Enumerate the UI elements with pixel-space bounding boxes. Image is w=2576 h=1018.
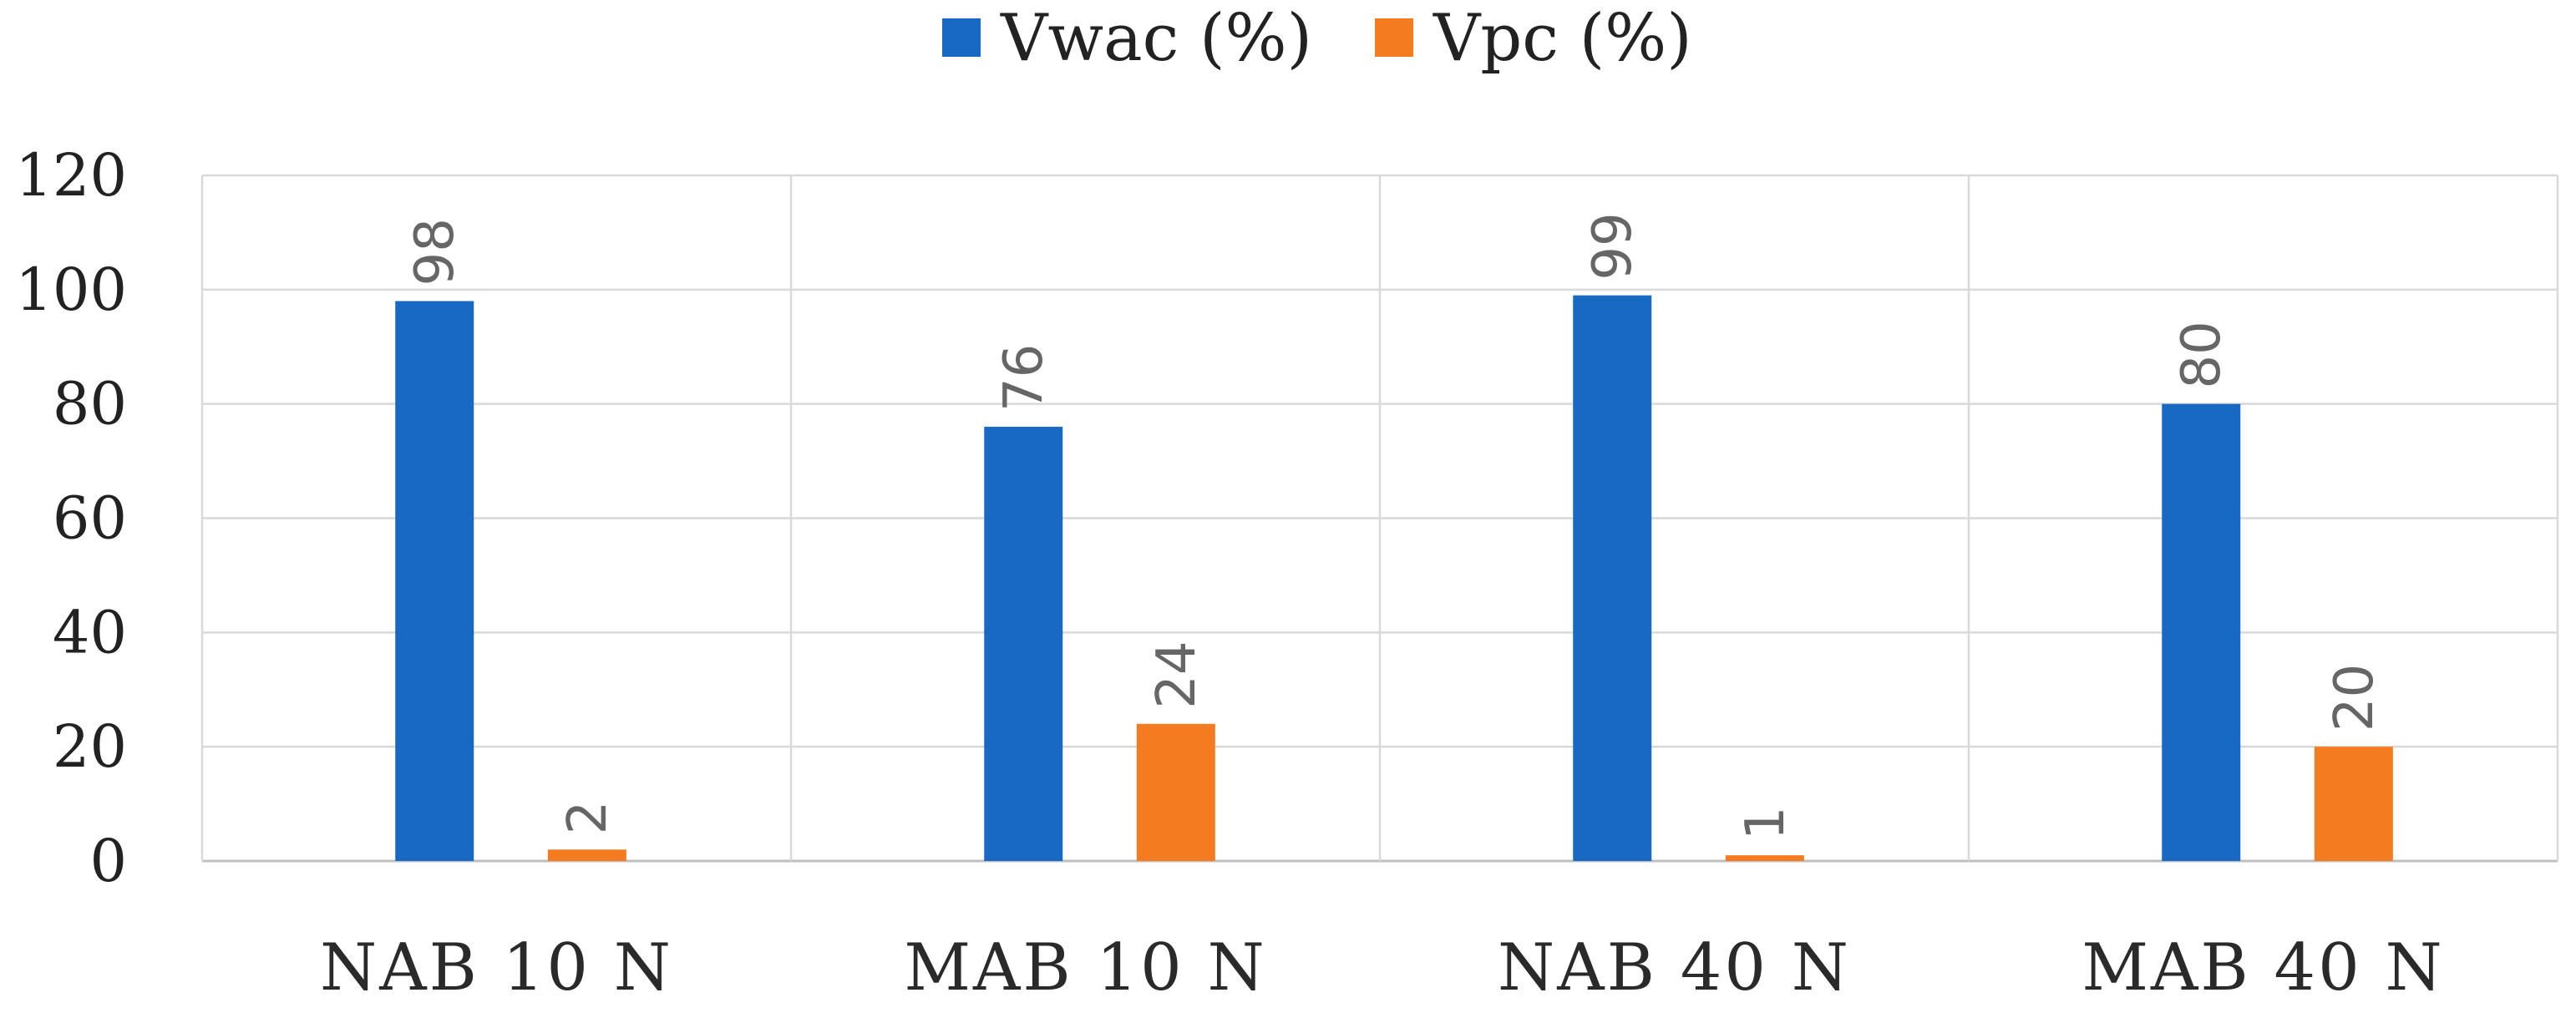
data-label: 80 [2171, 321, 2233, 388]
bar [1573, 295, 1652, 861]
y-tick-label: 60 [53, 484, 127, 553]
legend-label: Vwac (%) [1000, 1, 1312, 76]
y-tick-label: 80 [53, 370, 127, 438]
data-label: 24 [1146, 641, 1208, 708]
y-tick-label: 0 [89, 827, 127, 895]
y-tick-label: 20 [53, 712, 127, 781]
bars [395, 295, 2393, 862]
x-axis: NAB 10 N MAB 10 N NAB 40 N MAB 40 N [320, 930, 2445, 1005]
x-tick-label: MAB 10 N [904, 930, 1267, 1005]
legend-swatch [1375, 18, 1413, 57]
y-axis: 0 20 40 60 80 100 120 [15, 141, 127, 895]
gridlines [200, 174, 2559, 863]
data-label: 1 [1735, 806, 1797, 840]
y-tick-label: 100 [15, 256, 127, 324]
x-tick-label: MAB 40 N [2082, 930, 2445, 1005]
x-tick-label: NAB 40 N [1498, 930, 1851, 1005]
data-label: 98 [404, 218, 466, 286]
y-tick-label: 40 [53, 598, 127, 666]
data-label: 76 [993, 344, 1055, 412]
bar [1725, 855, 1804, 861]
legend-label: Vpc (%) [1433, 1, 1692, 76]
bar [1136, 723, 1215, 861]
y-tick-label: 120 [15, 141, 127, 210]
data-label: 99 [1582, 212, 1644, 280]
bar [395, 301, 474, 861]
x-tick-label: NAB 10 N [320, 930, 673, 1005]
bar [547, 849, 626, 861]
data-label: 2 [557, 801, 619, 835]
bar [2162, 403, 2241, 862]
legend-swatch [942, 18, 981, 57]
bar [2314, 747, 2393, 861]
legend: Vwac (%) Vpc (%) [942, 1, 1692, 76]
data-labels: 98 2 76 24 99 1 80 20 [404, 212, 2386, 840]
data-label: 20 [2324, 664, 2386, 732]
bar [984, 427, 1063, 861]
